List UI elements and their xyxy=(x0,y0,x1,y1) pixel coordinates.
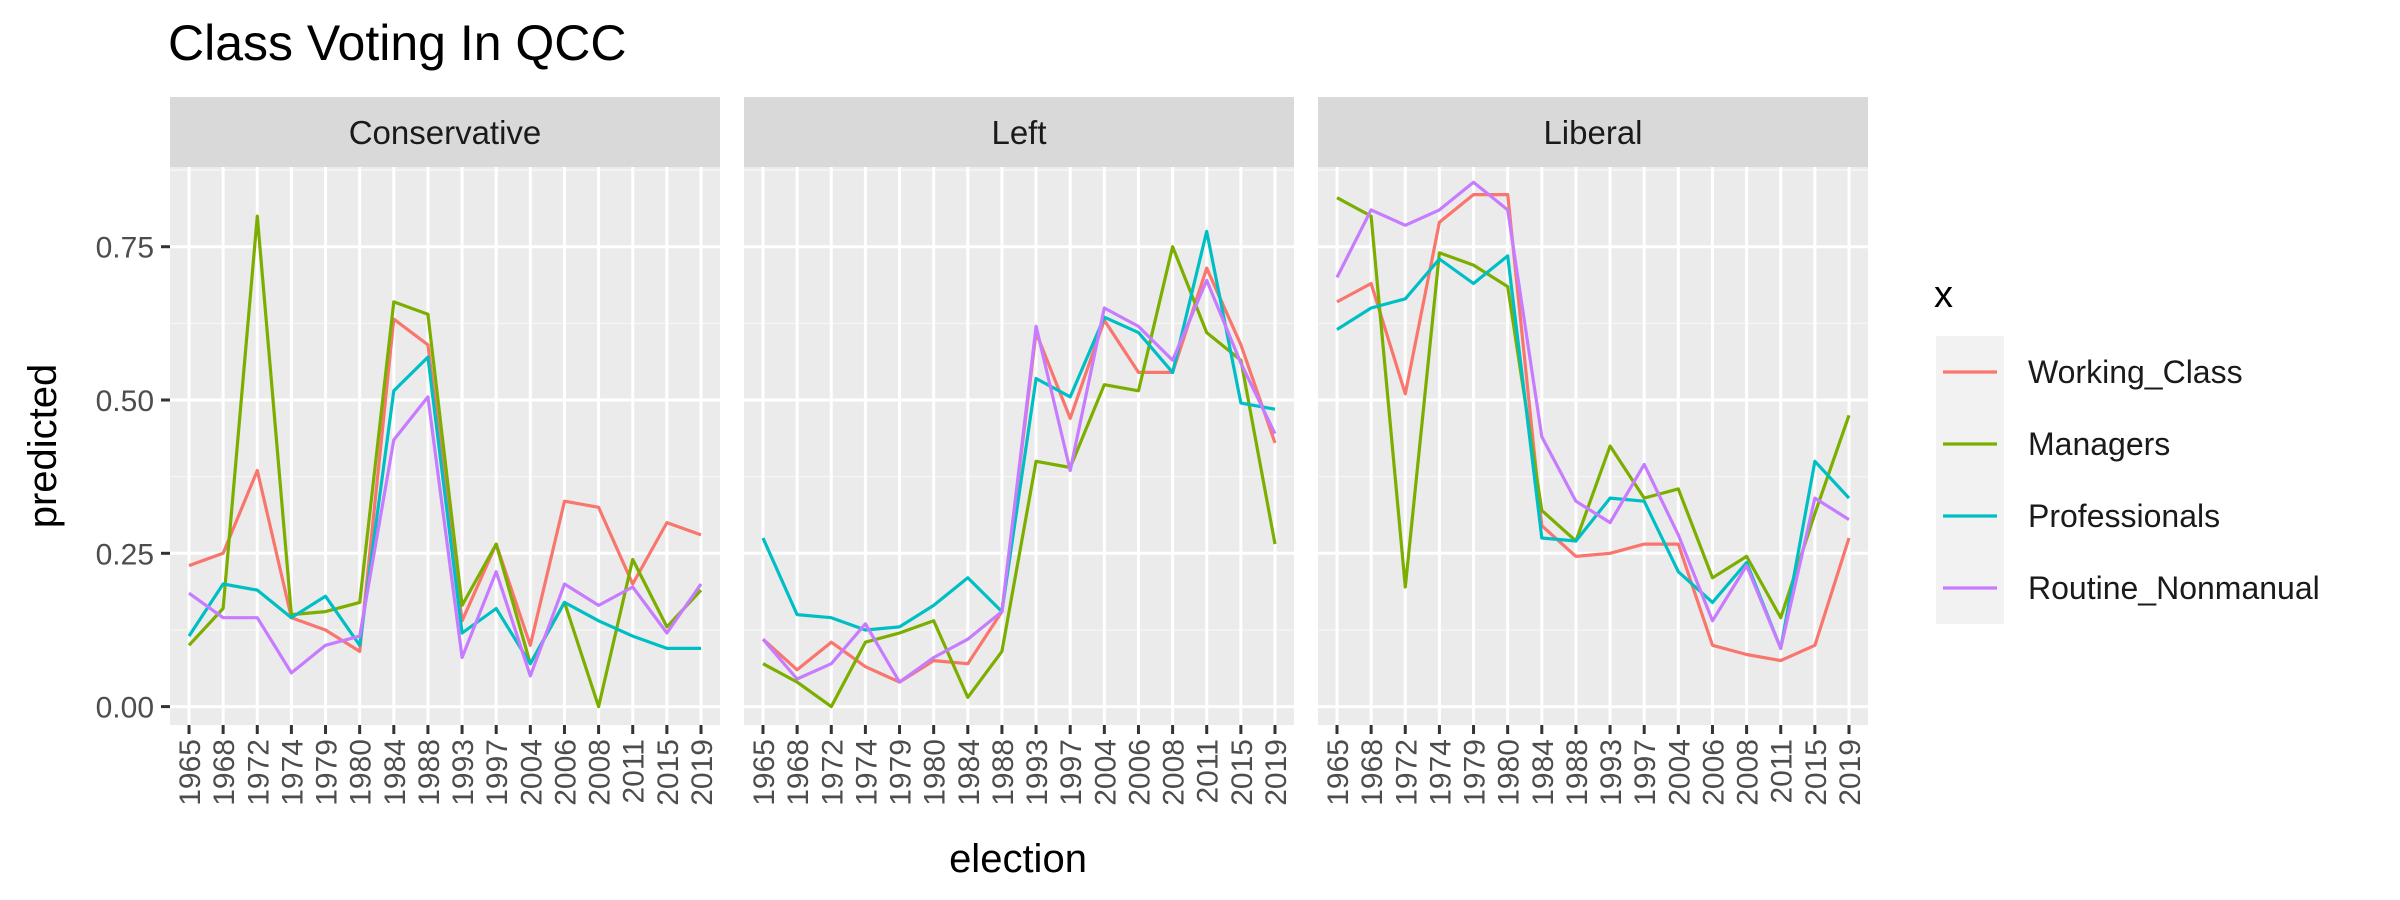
x-tick-label: 1997 xyxy=(1629,739,1662,806)
facet-strip xyxy=(1318,97,1868,167)
panel-background xyxy=(744,167,1294,725)
legend-entry-professionals: Professionals xyxy=(1936,480,2220,552)
x-tick-label: 1979 xyxy=(885,739,918,806)
y-tick-label: 0.75 xyxy=(96,232,154,265)
x-tick-label: 1997 xyxy=(1055,739,1088,806)
x-tick-label: 2004 xyxy=(1663,739,1696,806)
x-tick-label: 1993 xyxy=(447,739,480,806)
x-tick-label: 1993 xyxy=(1021,739,1054,806)
legend: x Working_Class Managers Professionals Routi… xyxy=(1934,274,2320,624)
x-tick-label: 2008 xyxy=(1732,739,1765,806)
series-line-managers xyxy=(187,214,703,709)
x-tick-label: 2008 xyxy=(584,739,617,806)
y-tick-label: 0.00 xyxy=(96,692,154,725)
x-tick-label: 1988 xyxy=(987,739,1020,806)
x-tick-label: 1974 xyxy=(1424,739,1457,806)
x-tick-label: 2011 xyxy=(1766,739,1799,804)
x-tick-label: 2015 xyxy=(652,739,685,806)
x-tick-label: 1979 xyxy=(1459,739,1492,806)
series-line-routine-nonmanual xyxy=(761,278,1277,684)
x-tick-label: 2011 xyxy=(618,739,651,804)
x-tick-label: 1980 xyxy=(919,739,952,806)
x-tick-label: 2006 xyxy=(1123,739,1156,806)
x-tick-label: 2004 xyxy=(1089,739,1122,806)
x-tick-label: 1968 xyxy=(782,739,815,806)
facet-strip-label: Liberal xyxy=(1543,114,1642,151)
x-tick-label: 1979 xyxy=(311,739,344,806)
x-tick-label: 2004 xyxy=(515,739,548,806)
legend-label: Routine_Nonmanual xyxy=(2028,570,2320,606)
x-tick-label: 2019 xyxy=(1260,739,1293,806)
x-tick-label: 1974 xyxy=(276,739,309,806)
y-axis-title: predicted xyxy=(21,364,65,529)
x-tick-label: 1972 xyxy=(242,739,275,806)
y-tick-label: 0.25 xyxy=(96,538,154,571)
x-tick-label: 2015 xyxy=(1800,739,1833,806)
x-tick-label: 1988 xyxy=(1561,739,1594,806)
x-tick-label: 1984 xyxy=(379,739,412,806)
x-tick-label: 1984 xyxy=(953,739,986,806)
series-line-professionals xyxy=(761,229,1276,632)
panel-background xyxy=(170,167,720,725)
x-tick-label: 1984 xyxy=(1527,739,1560,806)
series-line-professionals xyxy=(187,355,701,666)
x-tick-label: 2011 xyxy=(1192,739,1225,804)
series-line-working-class xyxy=(1336,193,1851,663)
x-tick-label: 1965 xyxy=(1322,739,1355,806)
panel-background xyxy=(1318,167,1868,725)
x-tick-label: 1965 xyxy=(748,739,781,806)
x-tick-label: 2006 xyxy=(549,739,582,806)
legend-label: Working_Class xyxy=(2028,354,2243,390)
legend-label: Professionals xyxy=(2028,498,2220,534)
x-tick-label: 1972 xyxy=(1390,739,1423,806)
series-line-managers xyxy=(1336,196,1851,620)
x-tick-label: 2019 xyxy=(686,739,719,806)
x-tick-label: 1993 xyxy=(1595,739,1628,806)
x-tick-label: 2008 xyxy=(1158,739,1191,806)
facet-strip xyxy=(744,97,1294,167)
x-tick-label: 1980 xyxy=(345,739,378,806)
x-tick-label: 1997 xyxy=(481,739,514,806)
legend-entry-managers: Managers xyxy=(1936,408,2170,480)
legend-label: Managers xyxy=(2028,426,2170,462)
x-tick-label: 1972 xyxy=(816,739,849,806)
x-tick-label: 1988 xyxy=(413,739,446,806)
x-tick-label: 1965 xyxy=(174,739,207,806)
x-tick-label: 2019 xyxy=(1834,739,1867,806)
y-tick-label: 0.50 xyxy=(96,385,154,418)
x-tick-label: 1974 xyxy=(850,739,883,806)
legend-entry-working-class: Working_Class xyxy=(1936,336,2243,408)
facet-strip-label: Conservative xyxy=(349,114,542,151)
series-line-routine-nonmanual xyxy=(188,395,703,678)
x-tick-label: 2015 xyxy=(1226,739,1259,806)
series-line-managers xyxy=(762,245,1277,709)
facet-strip xyxy=(170,97,720,167)
facet-panel-left: Left 1965 1968 1972 1974 1979 1980 1984 1988 1993… xyxy=(744,97,1294,806)
x-tick-label: 1968 xyxy=(1356,739,1389,806)
legend-title: x xyxy=(1934,274,1953,316)
x-tick-label: 1968 xyxy=(208,739,241,806)
facet-panel-conservative: Conservative 1965 1968 1972 1974 1979 1980 1984… xyxy=(170,97,720,806)
facet-strip-label: Left xyxy=(991,114,1046,151)
series-line-routine-nonmanual xyxy=(1335,180,1850,651)
y-axis: 0.00 0.25 0.50 0.75 xyxy=(96,232,170,725)
x-tick-label: 1980 xyxy=(1493,739,1526,806)
x-axis-title: election xyxy=(949,837,1087,881)
x-tick-label: 2006 xyxy=(1697,739,1730,806)
legend-entry-routine-nonmanual: Routine_Nonmanual xyxy=(1936,552,2320,624)
chart-title: Class Voting In QCC xyxy=(168,15,627,71)
